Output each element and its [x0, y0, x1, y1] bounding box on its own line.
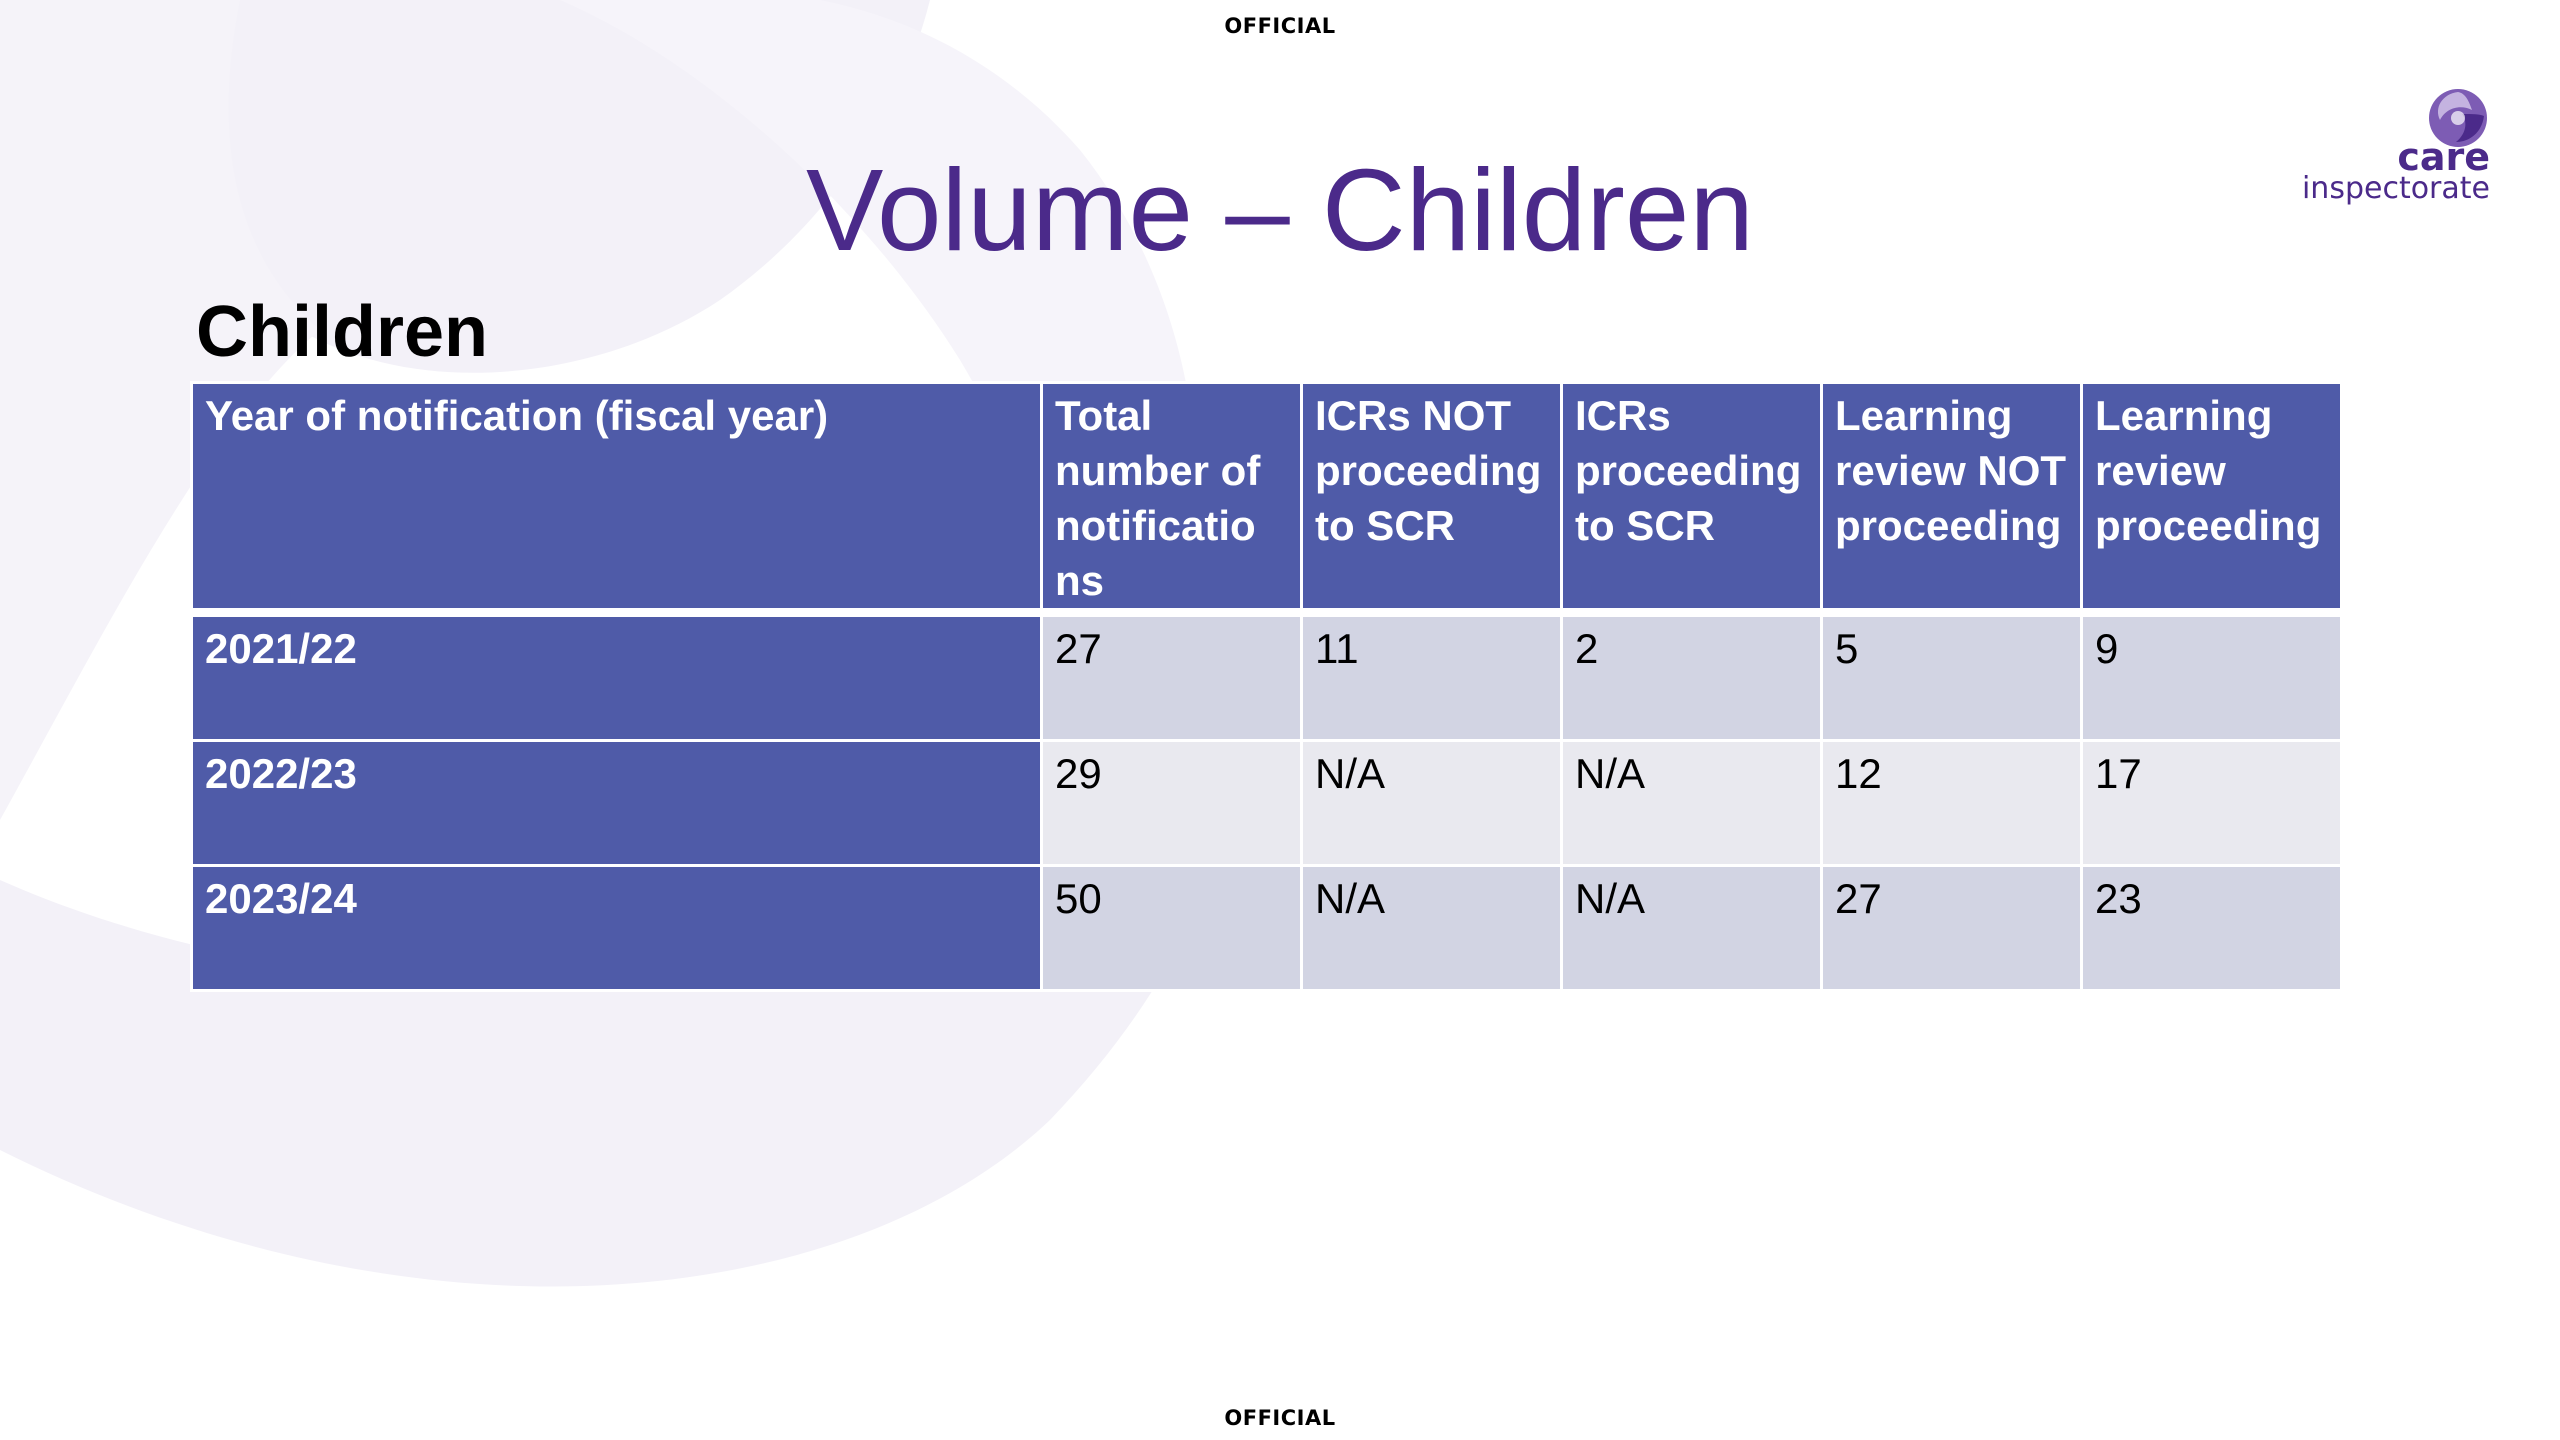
- table-row: 2023/24 50 N/A N/A 27 23: [190, 864, 2343, 992]
- row-year-cell: 2021/22: [190, 611, 1043, 742]
- total-notifications-cell: 50: [1040, 864, 1303, 992]
- care-inspectorate-logo: care inspectorate: [2290, 86, 2510, 216]
- learning-review-proceeding-cell: 17: [2080, 739, 2343, 867]
- learning-review-proceeding-cell: 23: [2080, 864, 2343, 992]
- learning-review-not-proceeding-cell: 12: [1820, 739, 2083, 867]
- background-swirl-shape: [560, 0, 1198, 960]
- total-notifications-cell: 29: [1040, 739, 1303, 867]
- care-inspectorate-swirl-icon: [2429, 89, 2487, 147]
- icrs-not-proceeding-cell: N/A: [1300, 739, 1563, 867]
- learning-review-not-proceeding-cell: 27: [1820, 864, 2083, 992]
- column-header-learning-review-proceeding: Learning review proceeding: [2080, 381, 2343, 614]
- table-row: 2022/23 29 N/A N/A 12 17: [190, 739, 2343, 867]
- table-row: 2021/22 27 11 2 5 9: [190, 611, 2343, 742]
- learning-review-proceeding-cell: 9: [2080, 611, 2343, 742]
- icrs-proceeding-cell: N/A: [1560, 864, 1823, 992]
- logo-text-care: care: [2397, 135, 2490, 179]
- learning-review-not-proceeding-cell: 5: [1820, 611, 2083, 742]
- notifications-table: Year of notification (fiscal year) Total…: [190, 381, 2343, 992]
- classification-marking-bottom: OFFICIAL: [1224, 1406, 1336, 1430]
- background-swirl-shape: [0, 360, 1251, 1287]
- slide-title: Volume – Children: [806, 145, 1754, 275]
- column-header-icrs-proceeding: ICRs proceeding to SCR: [1560, 381, 1823, 614]
- row-year-cell: 2023/24: [190, 864, 1043, 992]
- column-header-learning-review-not-proceeding: Learning review NOT proceeding: [1820, 381, 2083, 614]
- classification-marking-top: OFFICIAL: [1224, 14, 1336, 38]
- table-heading: Children: [196, 292, 489, 372]
- logo-text-inspectorate: inspectorate: [2301, 171, 2490, 206]
- column-header-icrs-not-proceeding: ICRs NOT proceeding to SCR: [1300, 381, 1563, 614]
- icrs-proceeding-cell: N/A: [1560, 739, 1823, 867]
- icrs-not-proceeding-cell: N/A: [1300, 864, 1563, 992]
- table-header-row: Year of notification (fiscal year) Total…: [190, 381, 2343, 614]
- icrs-proceeding-cell: 2: [1560, 611, 1823, 742]
- column-header-total-notifications: Total number of notificatio ns: [1040, 381, 1303, 614]
- row-year-cell: 2022/23: [190, 739, 1043, 867]
- column-header-year: Year of notification (fiscal year): [190, 381, 1043, 614]
- icrs-not-proceeding-cell: 11: [1300, 611, 1563, 742]
- background-swirl-shape: [0, 0, 320, 820]
- total-notifications-cell: 27: [1040, 611, 1303, 742]
